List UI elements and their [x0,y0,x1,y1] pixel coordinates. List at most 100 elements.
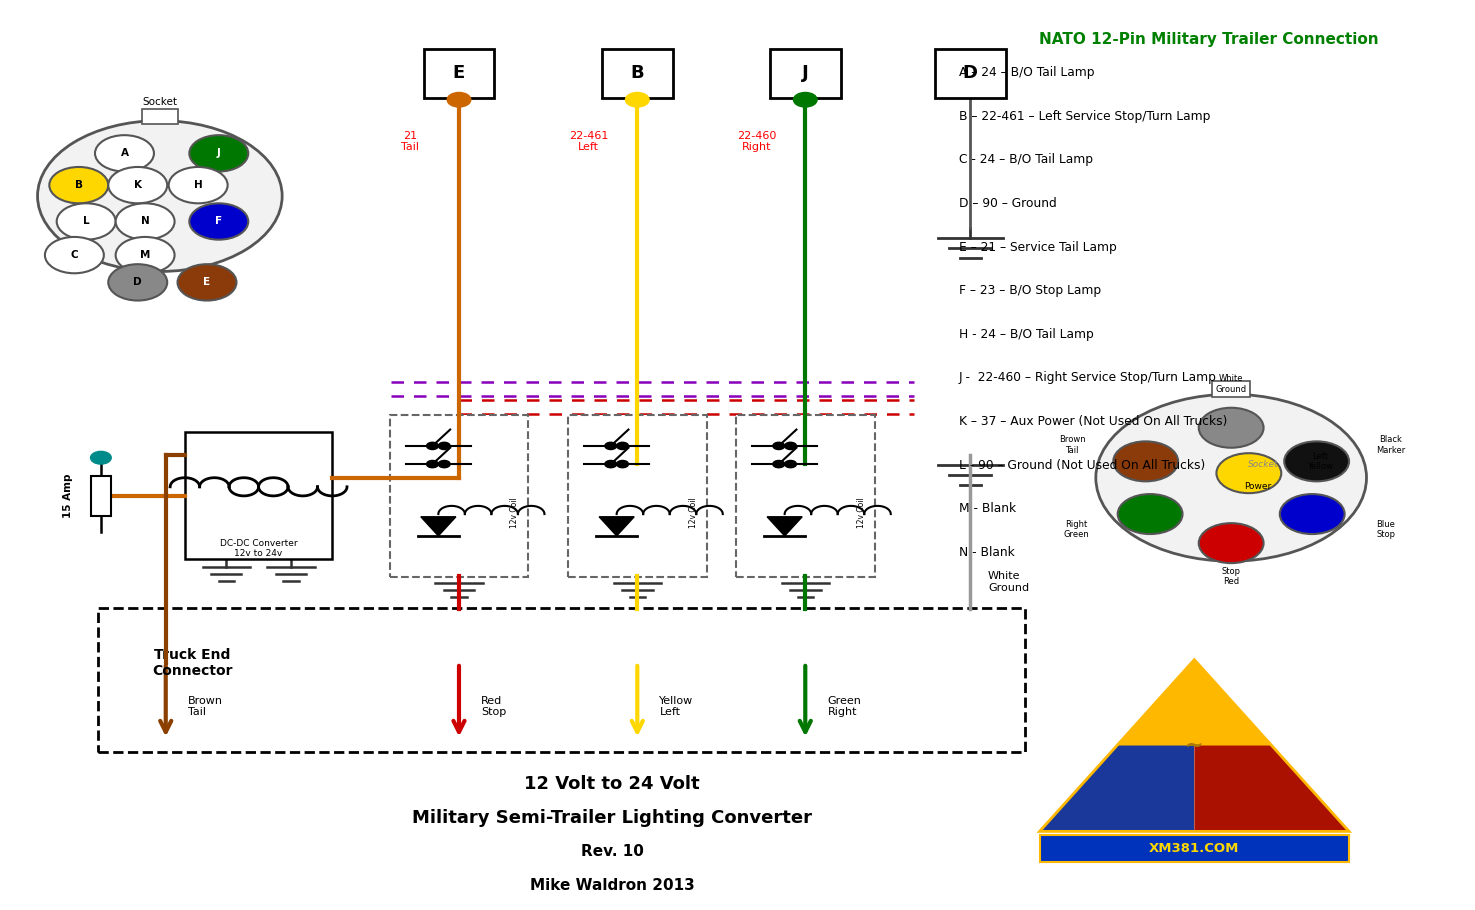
FancyBboxPatch shape [389,415,528,577]
Circle shape [189,136,248,171]
FancyBboxPatch shape [935,49,1006,98]
Text: 12v Coil: 12v Coil [689,497,698,528]
Text: 12v Coil: 12v Coil [857,497,866,528]
Text: 22-461
Left: 22-461 Left [569,131,608,152]
Circle shape [37,121,282,271]
Text: F – 23 – B/O Stop Lamp: F – 23 – B/O Stop Lamp [959,284,1100,298]
Text: H: H [193,180,202,190]
Circle shape [115,203,174,239]
Circle shape [94,136,153,171]
Text: K – 37 – Aux Power (Not Used On All Trucks): K – 37 – Aux Power (Not Used On All Truc… [959,415,1227,428]
Circle shape [1096,394,1366,561]
Text: B: B [75,180,83,190]
Text: Brown
Tail: Brown Tail [1059,435,1086,455]
Text: C: C [71,250,78,260]
FancyBboxPatch shape [602,49,673,98]
Text: J: J [217,148,221,158]
Circle shape [177,264,236,300]
Text: Socket: Socket [1248,460,1279,470]
Circle shape [1280,494,1345,534]
Polygon shape [599,517,634,536]
Circle shape [438,460,450,468]
Circle shape [1199,408,1264,448]
Text: Mike Waldron 2013: Mike Waldron 2013 [530,878,695,894]
Circle shape [108,167,167,203]
Text: M - Blank: M - Blank [959,502,1016,515]
FancyBboxPatch shape [423,49,494,98]
Circle shape [617,460,628,468]
Circle shape [617,442,628,450]
Polygon shape [420,517,456,536]
Text: N - Blank: N - Blank [959,546,1015,559]
Circle shape [426,460,438,468]
Text: XM381.COM: XM381.COM [1149,842,1239,855]
Circle shape [773,442,785,450]
Circle shape [108,264,167,300]
FancyBboxPatch shape [736,415,875,577]
Text: D: D [133,278,142,288]
Circle shape [625,93,649,107]
Text: 21
Tail: 21 Tail [401,131,419,152]
Circle shape [168,167,227,203]
Circle shape [1285,441,1350,481]
Circle shape [773,460,785,468]
Text: J -  22-460 – Right Service Stop/Turn Lamp: J - 22-460 – Right Service Stop/Turn Lam… [959,371,1217,384]
Polygon shape [1040,660,1195,832]
Polygon shape [767,517,802,536]
Circle shape [49,167,108,203]
Text: N: N [140,217,149,227]
Text: Red
Stop: Red Stop [481,696,506,717]
Text: DC-DC Converter
12v to 24v: DC-DC Converter 12v to 24v [220,539,298,559]
Circle shape [447,93,471,107]
Text: D: D [963,65,978,83]
Text: 22-460
Right: 22-460 Right [738,131,776,152]
Circle shape [1199,523,1264,563]
Text: Green
Right: Green Right [827,696,861,717]
Circle shape [794,93,817,107]
Text: Blue
Stop: Blue Stop [1376,520,1395,540]
Circle shape [605,442,617,450]
Text: Black
Marker: Black Marker [1376,435,1404,455]
Text: K: K [134,180,142,190]
Text: Brown
Tail: Brown Tail [187,696,223,717]
Circle shape [426,442,438,450]
Text: E: E [204,278,211,288]
Text: L: L [83,217,90,227]
Polygon shape [1117,660,1271,745]
Text: B: B [630,65,645,83]
Circle shape [1217,453,1282,493]
Text: A – 24 – B/O Tail Lamp: A – 24 – B/O Tail Lamp [959,66,1094,79]
FancyBboxPatch shape [97,608,1025,753]
Text: E – 21 – Service Tail Lamp: E – 21 – Service Tail Lamp [959,240,1117,254]
Circle shape [44,237,103,273]
Text: Right
Green: Right Green [1063,520,1090,540]
Text: Stop
Red: Stop Red [1221,567,1240,586]
Text: M: M [140,250,150,260]
Text: H - 24 – B/O Tail Lamp: H - 24 – B/O Tail Lamp [959,328,1093,340]
Circle shape [56,203,115,239]
Circle shape [1114,441,1179,481]
Circle shape [1118,494,1183,534]
FancyBboxPatch shape [568,415,707,577]
Text: 12 Volt to 24 Volt: 12 Volt to 24 Volt [525,774,701,793]
Circle shape [785,460,796,468]
Text: Military Semi-Trailer Lighting Converter: Military Semi-Trailer Lighting Converter [412,809,813,827]
Circle shape [189,203,248,239]
Text: Rev. 10: Rev. 10 [581,844,643,859]
Circle shape [90,451,111,464]
Bar [1040,835,1350,863]
Polygon shape [1195,660,1350,832]
Text: J: J [802,65,808,83]
Text: Socket: Socket [143,97,177,107]
Text: ~: ~ [1184,736,1204,756]
Text: White
Ground: White Ground [1215,374,1246,394]
Text: Truck End
Connector: Truck End Connector [152,648,233,678]
Text: NATO 12-Pin Military Trailer Connection: NATO 12-Pin Military Trailer Connection [1040,33,1379,47]
Text: L - 90 – Ground (Not Used On All Trucks): L - 90 – Ground (Not Used On All Trucks) [959,459,1205,471]
FancyBboxPatch shape [770,49,841,98]
Text: 12v Coil: 12v Coil [510,497,519,528]
Text: D – 90 – Ground: D – 90 – Ground [959,197,1056,210]
Bar [184,432,332,560]
Circle shape [785,442,796,450]
Text: C - 24 – B/O Tail Lamp: C - 24 – B/O Tail Lamp [959,154,1093,167]
